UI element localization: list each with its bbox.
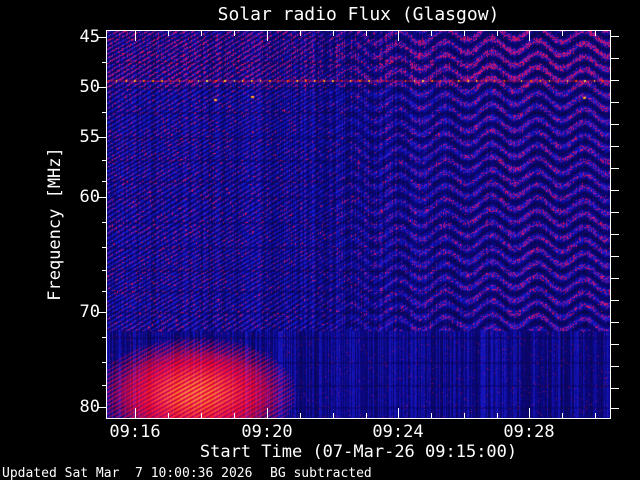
y-tick-label: 70 xyxy=(79,302,100,322)
x-major-tick-bottom xyxy=(398,408,399,418)
x-minor-tick-bottom xyxy=(366,413,367,418)
x-axis-title: Start Time (07-Mar-26 09:15:00) xyxy=(199,442,518,462)
y-minor-tick xyxy=(102,181,107,182)
y-minor-tick xyxy=(102,270,107,271)
x-tick-label: 09:28 xyxy=(503,422,555,442)
y-minor-tick xyxy=(102,291,107,292)
right-axis-tick xyxy=(611,234,619,235)
y-tick-label: 55 xyxy=(79,127,100,147)
y-major-tick xyxy=(98,137,107,138)
plot-frame xyxy=(106,30,611,419)
x-major-tick-top xyxy=(135,31,136,41)
x-major-tick-bottom xyxy=(135,408,136,418)
x-minor-tick-top xyxy=(562,31,563,36)
y-tick-label: 50 xyxy=(79,77,100,97)
x-minor-tick-bottom xyxy=(464,413,465,418)
right-axis-tick xyxy=(611,300,619,301)
x-minor-tick-bottom xyxy=(333,413,334,418)
status-updated-text: Updated Sat Mar 7 10:00:36 2026 xyxy=(2,466,253,480)
x-major-tick-top xyxy=(267,31,268,41)
right-axis-tick xyxy=(611,278,619,279)
right-axis-tick xyxy=(611,344,619,345)
x-minor-tick-bottom xyxy=(168,413,169,418)
x-minor-tick-top xyxy=(464,31,465,36)
x-minor-tick-top xyxy=(168,31,169,36)
x-minor-tick-bottom xyxy=(201,413,202,418)
x-minor-tick-top xyxy=(300,31,301,36)
y-major-tick xyxy=(98,407,107,408)
x-tick-label: 09:16 xyxy=(109,422,161,442)
right-axis-tick xyxy=(611,408,619,409)
y-axis-title: Frequency [MHz] xyxy=(45,147,65,301)
right-axis-tick xyxy=(611,256,619,257)
spectrogram-canvas xyxy=(107,31,610,418)
status-bg-subtracted-text: BG subtracted xyxy=(270,466,372,480)
right-axis-tick xyxy=(611,212,619,213)
right-axis-tick xyxy=(611,124,619,125)
x-minor-tick-top xyxy=(431,31,432,36)
right-axis-tick xyxy=(611,366,619,367)
y-minor-tick xyxy=(102,337,107,338)
x-minor-tick-bottom xyxy=(595,413,596,418)
x-minor-tick-bottom xyxy=(562,413,563,418)
x-major-tick-bottom xyxy=(529,408,530,418)
x-minor-tick-bottom xyxy=(497,413,498,418)
y-minor-tick xyxy=(102,160,107,161)
y-major-tick xyxy=(98,87,107,88)
x-major-tick-bottom xyxy=(267,408,268,418)
y-major-tick xyxy=(98,37,107,38)
y-minor-tick xyxy=(102,385,107,386)
x-minor-tick-top xyxy=(234,31,235,36)
y-minor-tick xyxy=(102,222,107,223)
right-axis-tick xyxy=(611,388,619,389)
page-title: Solar radio Flux (Glasgow) xyxy=(217,4,500,25)
y-minor-tick xyxy=(102,362,107,363)
y-tick-label: 80 xyxy=(79,397,100,417)
y-major-tick xyxy=(98,312,107,313)
x-major-tick-top xyxy=(398,31,399,41)
right-axis-tick xyxy=(611,168,619,169)
right-axis-tick xyxy=(611,190,619,191)
right-axis-tick xyxy=(611,80,619,81)
x-minor-tick-top xyxy=(201,31,202,36)
y-minor-tick xyxy=(102,247,107,248)
x-minor-tick-top xyxy=(366,31,367,36)
right-axis-tick xyxy=(611,58,619,59)
x-minor-tick-bottom xyxy=(234,413,235,418)
y-tick-label: 60 xyxy=(79,187,100,207)
y-tick-label: 45 xyxy=(79,27,100,47)
right-axis-tick xyxy=(611,322,619,323)
right-axis-tick xyxy=(611,102,619,103)
right-axis-tick xyxy=(611,36,619,37)
y-minor-tick xyxy=(102,112,107,113)
x-minor-tick-bottom xyxy=(431,413,432,418)
y-minor-tick xyxy=(102,62,107,63)
y-major-tick xyxy=(98,197,107,198)
right-axis-tick xyxy=(611,146,619,147)
x-tick-label: 09:24 xyxy=(372,422,424,442)
x-minor-tick-top xyxy=(497,31,498,36)
x-minor-tick-top xyxy=(333,31,334,36)
x-major-tick-top xyxy=(529,31,530,41)
x-minor-tick-bottom xyxy=(300,413,301,418)
x-tick-label: 09:20 xyxy=(241,422,293,442)
x-minor-tick-top xyxy=(595,31,596,36)
